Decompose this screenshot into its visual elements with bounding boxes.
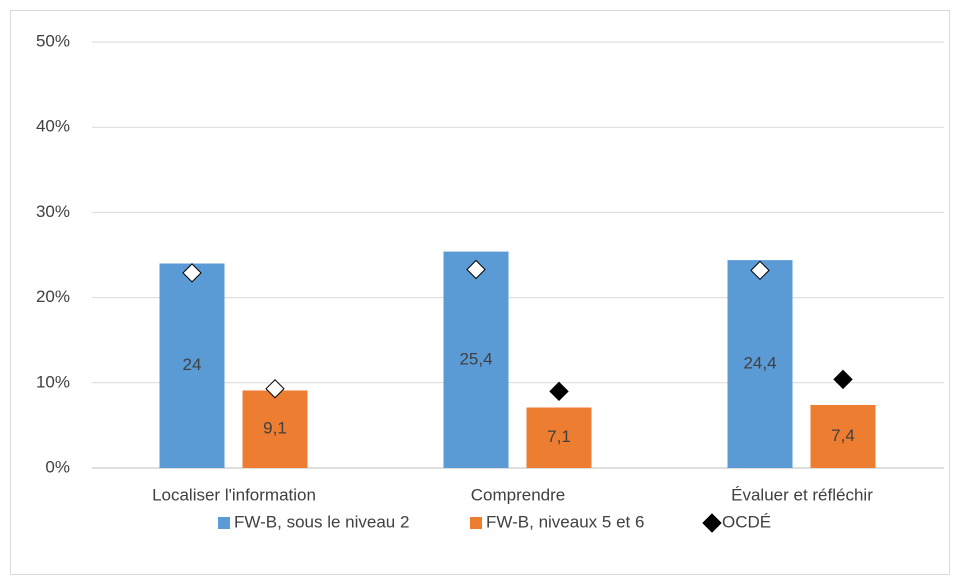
y-tick-label: 20% — [36, 287, 70, 306]
marker — [182, 263, 202, 283]
legend-swatch — [218, 517, 230, 529]
value-label: 24 — [183, 355, 202, 374]
marker — [466, 259, 486, 280]
x-tick-label: Localiser l'information — [152, 485, 316, 504]
marker — [265, 379, 285, 399]
y-tick-label: 10% — [36, 372, 70, 391]
x-tick-label: Comprendre — [471, 485, 566, 504]
value-label: 7,4 — [831, 426, 855, 445]
bar — [242, 390, 308, 468]
legend-label: FW-B, sous le niveau 2 — [234, 512, 409, 531]
y-tick-label: 0% — [45, 457, 70, 476]
y-tick-label: 40% — [36, 117, 70, 136]
bar — [443, 251, 509, 468]
legend-label: FW-B, niveaux 5 et 6 — [486, 512, 644, 531]
bar — [727, 260, 793, 468]
bar — [810, 404, 876, 468]
marker — [549, 381, 569, 402]
marker — [702, 513, 722, 533]
marker — [750, 260, 770, 281]
value-label: 9,1 — [263, 419, 287, 438]
marker — [833, 369, 853, 390]
legend-swatch — [470, 517, 482, 529]
y-tick-label: 50% — [36, 31, 70, 50]
legend-label: OCDÉ — [722, 512, 771, 531]
y-tick-label: 30% — [36, 202, 70, 221]
value-label: 7,1 — [547, 427, 571, 446]
x-tick-label: Évaluer et réfléchir — [731, 485, 873, 504]
bar — [159, 263, 225, 468]
value-label: 25,4 — [459, 349, 492, 368]
value-label: 24,4 — [743, 354, 776, 373]
bar — [526, 407, 592, 468]
